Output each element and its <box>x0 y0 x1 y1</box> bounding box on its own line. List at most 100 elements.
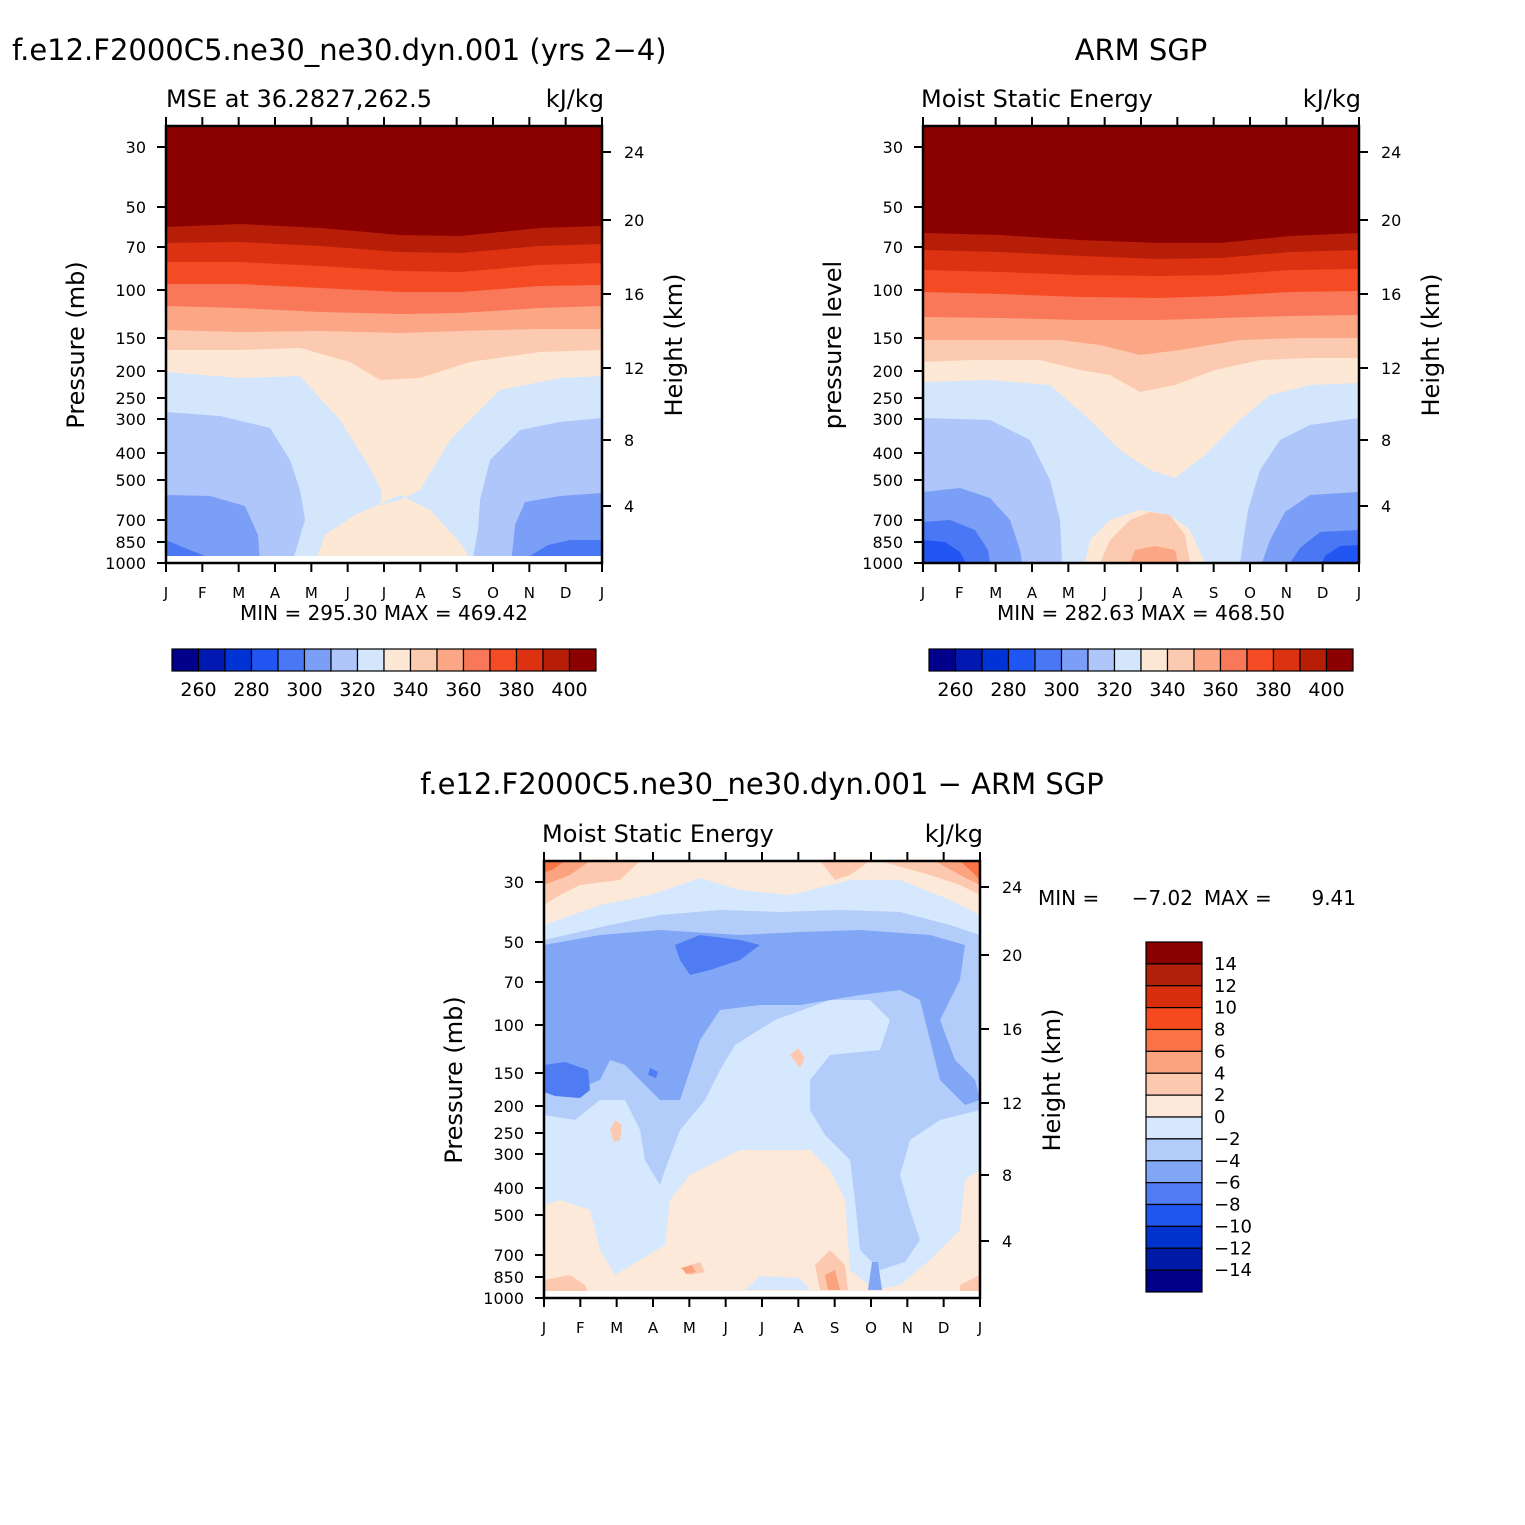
colorbar-label: 380 <box>1255 679 1291 701</box>
colorbar-box <box>1219 648 1248 672</box>
colorbar-box <box>1145 1182 1203 1206</box>
field-band-290 <box>923 520 1359 563</box>
colorbar-box <box>383 648 412 672</box>
y-right-tick-label: 16 <box>624 285 644 304</box>
field-band-350-sfc <box>1130 546 1178 563</box>
x-tick-label: S <box>1209 584 1219 602</box>
colorbar-box <box>1325 648 1354 672</box>
panel-model-ylabel-right: Height (km) <box>660 274 688 417</box>
colorbar-box <box>1145 1072 1203 1096</box>
y-right-tick-label: 16 <box>1381 285 1401 304</box>
x-tick-label: J <box>163 584 168 602</box>
colorbar-box <box>356 648 385 672</box>
colorbar-label: 8 <box>1214 1020 1225 1041</box>
y-tick-label: 500 <box>872 471 903 490</box>
colorbar-box <box>1145 1116 1203 1140</box>
panel-obs-title: ARM SGP <box>1075 33 1208 67</box>
colorbar-label: 360 <box>445 679 481 701</box>
field-below-ground <box>544 1291 980 1298</box>
x-tick-label: J <box>541 1319 546 1337</box>
panel-diff-left-string: Moist Static Energy <box>542 820 774 848</box>
panel-model-left-string: MSE at 36.2827,262.5 <box>166 85 432 113</box>
y-right-tick-label: 4 <box>1381 497 1391 516</box>
x-tick-label: S <box>830 1319 840 1337</box>
y-tick-label: 700 <box>115 511 146 530</box>
colorbar-box <box>515 648 544 672</box>
x-tick-label: J <box>977 1319 982 1337</box>
panel-obs-ylabel: pressure level <box>819 261 847 429</box>
y-tick-label: 850 <box>872 533 903 552</box>
colorbar-label: 400 <box>1308 679 1344 701</box>
panel-model-colorbar: 260 280 300 320 340 360 380 400 <box>171 648 597 701</box>
x-tick-label: A <box>648 1319 659 1337</box>
panel-model-field <box>166 126 602 563</box>
y-right-tick-label: 8 <box>1381 431 1391 450</box>
y-tick-label: 100 <box>872 281 903 300</box>
field-band-4-6-top <box>544 861 980 905</box>
colorbar-box <box>1246 648 1275 672</box>
y-tick-label: 200 <box>115 362 146 381</box>
panel-obs-frame: J F M A M J J A S O N D J 30 50 70 100 150 200 250 300 400 500… <box>862 117 1401 602</box>
x-tick-label: M <box>610 1319 623 1337</box>
colorbar-label: 400 <box>551 679 587 701</box>
y-right-tick-label: 8 <box>624 431 634 450</box>
colorbar-box <box>1145 1094 1203 1118</box>
y-tick-label: 50 <box>883 198 903 217</box>
colorbar-label: 380 <box>498 679 534 701</box>
y-tick-label: 30 <box>126 138 146 157</box>
colorbar-box <box>250 648 279 672</box>
x-tick-label: M <box>683 1319 696 1337</box>
colorbar-box <box>1272 648 1301 672</box>
colorbar-label: 280 <box>233 679 269 701</box>
x-tick-label: J <box>1101 584 1106 602</box>
x-tick-label: N <box>1281 584 1292 602</box>
colorbar-box <box>303 648 332 672</box>
field-band-310 <box>166 412 602 563</box>
y-right-tick-label: 24 <box>1381 143 1401 162</box>
x-tick-label: J <box>722 1319 727 1337</box>
colorbar-box <box>1060 648 1089 672</box>
y-tick-label: 70 <box>504 973 524 992</box>
y-right-tick-label: 12 <box>1381 359 1401 378</box>
panel-model-title: f.e12.F2000C5.ne30_ne30.dyn.001 (yrs 2−4… <box>12 33 667 67</box>
y-tick-label: 400 <box>493 1179 524 1198</box>
x-tick-label: S <box>452 584 462 602</box>
colorbar-box <box>1007 648 1036 672</box>
colorbar-box <box>568 648 597 672</box>
colorbar-label: −14 <box>1214 1260 1252 1281</box>
y-tick-label: 70 <box>126 238 146 257</box>
y-tick-label: 50 <box>126 198 146 217</box>
colorbar-label: 14 <box>1214 954 1237 975</box>
y-tick-label: 700 <box>872 511 903 530</box>
y-right-tick-label: 4 <box>1002 1232 1012 1251</box>
colorbar-box <box>1193 648 1222 672</box>
colorbar-label: 0 <box>1214 1107 1225 1128</box>
panel-obs-field <box>923 126 1359 563</box>
colorbar-box <box>277 648 306 672</box>
y-tick-label: 200 <box>872 362 903 381</box>
y-tick-label: 300 <box>115 410 146 429</box>
x-tick-label: M <box>989 584 1002 602</box>
colorbar-label: 320 <box>339 679 375 701</box>
y-right-tick-label: 20 <box>624 211 644 230</box>
y-tick-label: 150 <box>872 329 903 348</box>
y-right-tick-label: 8 <box>1002 1166 1012 1185</box>
colorbar-box <box>1145 985 1203 1009</box>
colorbar-label: 280 <box>990 679 1026 701</box>
colorbar-box <box>1034 648 1063 672</box>
y-tick-label: 1000 <box>105 554 146 573</box>
panel-diff-min-value: −7.02 <box>1132 886 1193 910</box>
panel-diff: f.e12.F2000C5.ne30_ne30.dyn.001 − ARM SG… <box>420 767 1356 1337</box>
panel-obs-right-string: kJ/kg <box>1303 85 1361 113</box>
colorbar-box <box>409 648 438 672</box>
panel-diff-title: f.e12.F2000C5.ne30_ne30.dyn.001 − ARM SG… <box>420 767 1104 801</box>
x-tick-label: F <box>198 584 207 602</box>
y-tick-label: 100 <box>115 281 146 300</box>
colorbar-label: 320 <box>1096 679 1132 701</box>
x-tick-label: O <box>487 584 499 602</box>
panel-diff-field <box>544 861 980 1298</box>
colorbar-box <box>1145 1050 1203 1074</box>
x-tick-label: J <box>381 584 386 602</box>
